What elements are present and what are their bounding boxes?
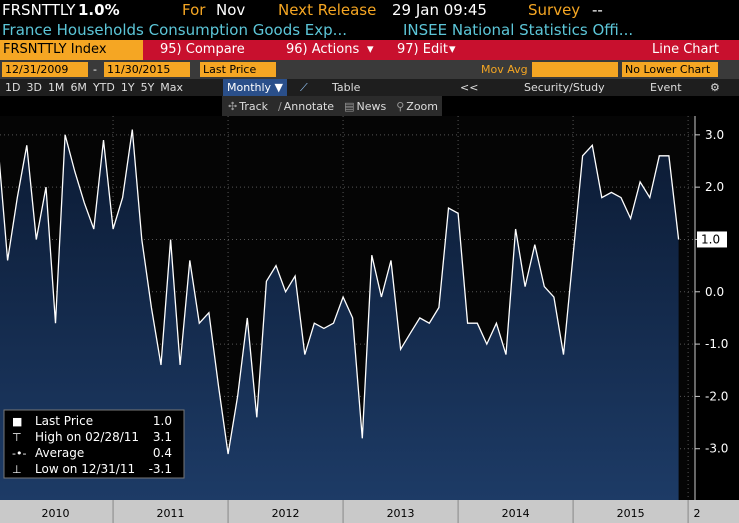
ticker: FRSNTTLY — [2, 1, 76, 19]
x-tick-label: 2015 — [617, 507, 645, 520]
legend: ■ Last Price 1.0 ⊤ High on 02/28/11 3.1 -•- Ave… — [3, 409, 185, 479]
last-price-label: 1.0 — [701, 232, 720, 246]
last-price-box — [697, 231, 727, 248]
mov-avg[interactable]: Mov Avg — [481, 63, 528, 76]
chart-kind[interactable]: Line Chart — [652, 42, 719, 57]
y-tick-label: 0.0 — [705, 285, 724, 299]
y-tick-label: -2.0 — [705, 389, 728, 403]
area-fill — [0, 129, 679, 500]
dropdown-arrow: ▾ — [449, 42, 456, 57]
edit-menu[interactable]: 97) Edit — [397, 42, 448, 57]
legend-value: 1.0 — [153, 414, 172, 428]
range-button[interactable]: YTD — [92, 81, 115, 94]
legend-icon: ⊤ — [12, 431, 22, 444]
study-button[interactable]: Security/Study — [524, 81, 605, 94]
tool-icon: ⚲ — [396, 100, 405, 113]
range-button[interactable]: 3D — [26, 81, 42, 94]
compare-menu[interactable]: 95) Compare — [160, 42, 245, 57]
period-button[interactable]: Monthly ▼ — [223, 79, 288, 96]
release-label: Next Release — [278, 1, 377, 19]
event-button[interactable]: Event — [650, 81, 682, 94]
price-field[interactable]: Last Price — [200, 62, 276, 77]
date-dash: - — [93, 63, 97, 76]
legend-box — [3, 409, 185, 479]
field-row: 12/31/2009 - 11/30/2015 Last Price Mov A… — [0, 60, 739, 79]
last-value: 1.0% — [78, 1, 120, 19]
price-line — [0, 129, 680, 455]
legend-value: 3.1 — [153, 430, 172, 444]
actions-menu[interactable]: 96) Actions — [286, 42, 360, 57]
range-button[interactable]: 1D — [5, 81, 21, 94]
menu-bar: FRSNTTLY Index 95) Compare 96) Actions ▾… — [0, 40, 739, 60]
range-button[interactable]: 1Y — [120, 81, 135, 94]
range-button[interactable]: 6M — [70, 81, 87, 94]
dropdown-arrow: ▾ — [367, 42, 374, 57]
legend-icon: -•- — [12, 447, 26, 460]
description: France Households Consumption Goods Exp.… — [2, 21, 347, 39]
x-axis-band — [0, 500, 739, 523]
range-button[interactable]: 5Y — [140, 81, 155, 94]
security-box[interactable]: FRSNTTLY Index — [0, 40, 143, 60]
source: INSEE National Statistics Offi... — [403, 21, 634, 39]
legend-label: Last Price — [35, 414, 93, 428]
description-row: France Households Consumption Goods Exp.… — [0, 20, 739, 40]
table-button[interactable]: Table — [332, 81, 361, 94]
x-tick-label: 2011 — [157, 507, 185, 520]
back-button[interactable]: << — [460, 81, 479, 94]
range-button[interactable]: 1M — [47, 81, 65, 94]
tool-button[interactable]: Track — [239, 100, 269, 113]
legend-icon: ■ — [12, 415, 22, 428]
header-row: FRSNTTLY 1.0% For Nov Next Release 29 Ja… — [0, 0, 739, 20]
tool-buttons: ✣ Track ∕ Annotate ▤ News ⚲ Zoom — [222, 96, 442, 116]
legend-label: High on 02/28/11 — [35, 430, 139, 444]
y-tick-label: 2.0 — [705, 180, 724, 194]
legend-label: Low on 12/31/11 — [35, 462, 135, 476]
tool-row: ✣ Track ∕ Annotate ▤ News ⚲ Zoom — [0, 96, 739, 116]
x-tick-label: 2013 — [387, 507, 415, 520]
tool-button[interactable]: Annotate — [283, 100, 335, 113]
tool-icon: ✣ — [228, 100, 238, 113]
x-tick-label: 2010 — [42, 507, 70, 520]
survey-value: -- — [592, 1, 603, 19]
tool-icon: ∕ — [278, 100, 282, 113]
period: Monthly — [227, 81, 272, 94]
for-label: For — [182, 1, 206, 19]
end-date[interactable]: 11/30/2015 — [104, 62, 190, 77]
x-tick-label: 2 — [694, 507, 701, 520]
x-tick-label: 2014 — [502, 507, 530, 520]
settings-button[interactable]: ⚙ — [710, 81, 720, 94]
start-date[interactable]: 12/31/2009 — [2, 62, 88, 77]
y-tick-label: -3.0 — [705, 442, 728, 456]
survey-label: Survey — [528, 1, 581, 19]
tool-button[interactable]: Zoom — [406, 100, 438, 113]
legend-value: 0.4 — [153, 446, 172, 460]
tool-button[interactable]: News — [356, 100, 387, 113]
chart-icon[interactable]: ⟋ — [300, 81, 308, 94]
mov-avg-field[interactable] — [532, 62, 618, 77]
legend-value: -3.1 — [149, 462, 172, 476]
release-value: 29 Jan 09:45 — [392, 1, 487, 19]
legend-icon: ⊥ — [12, 463, 22, 476]
legend-label: Average — [35, 446, 84, 460]
lower-chart[interactable]: No Lower Chart — [622, 62, 718, 77]
range-buttons: 1D 3D 1M 6M YTD 1Y 5Y Max — [2, 79, 186, 96]
y-tick-label: 3.0 — [705, 128, 724, 142]
for-value: Nov — [216, 1, 246, 19]
x-tick-label: 2012 — [272, 507, 300, 520]
tool-icon: ▤ — [344, 100, 355, 113]
y-tick-label: -1.0 — [705, 337, 728, 351]
range-button[interactable]: Max — [160, 81, 184, 94]
toolbar: 1D 3D 1M 6M YTD 1Y 5Y Max Monthly ▼ ⟋ Table << … — [0, 79, 739, 96]
